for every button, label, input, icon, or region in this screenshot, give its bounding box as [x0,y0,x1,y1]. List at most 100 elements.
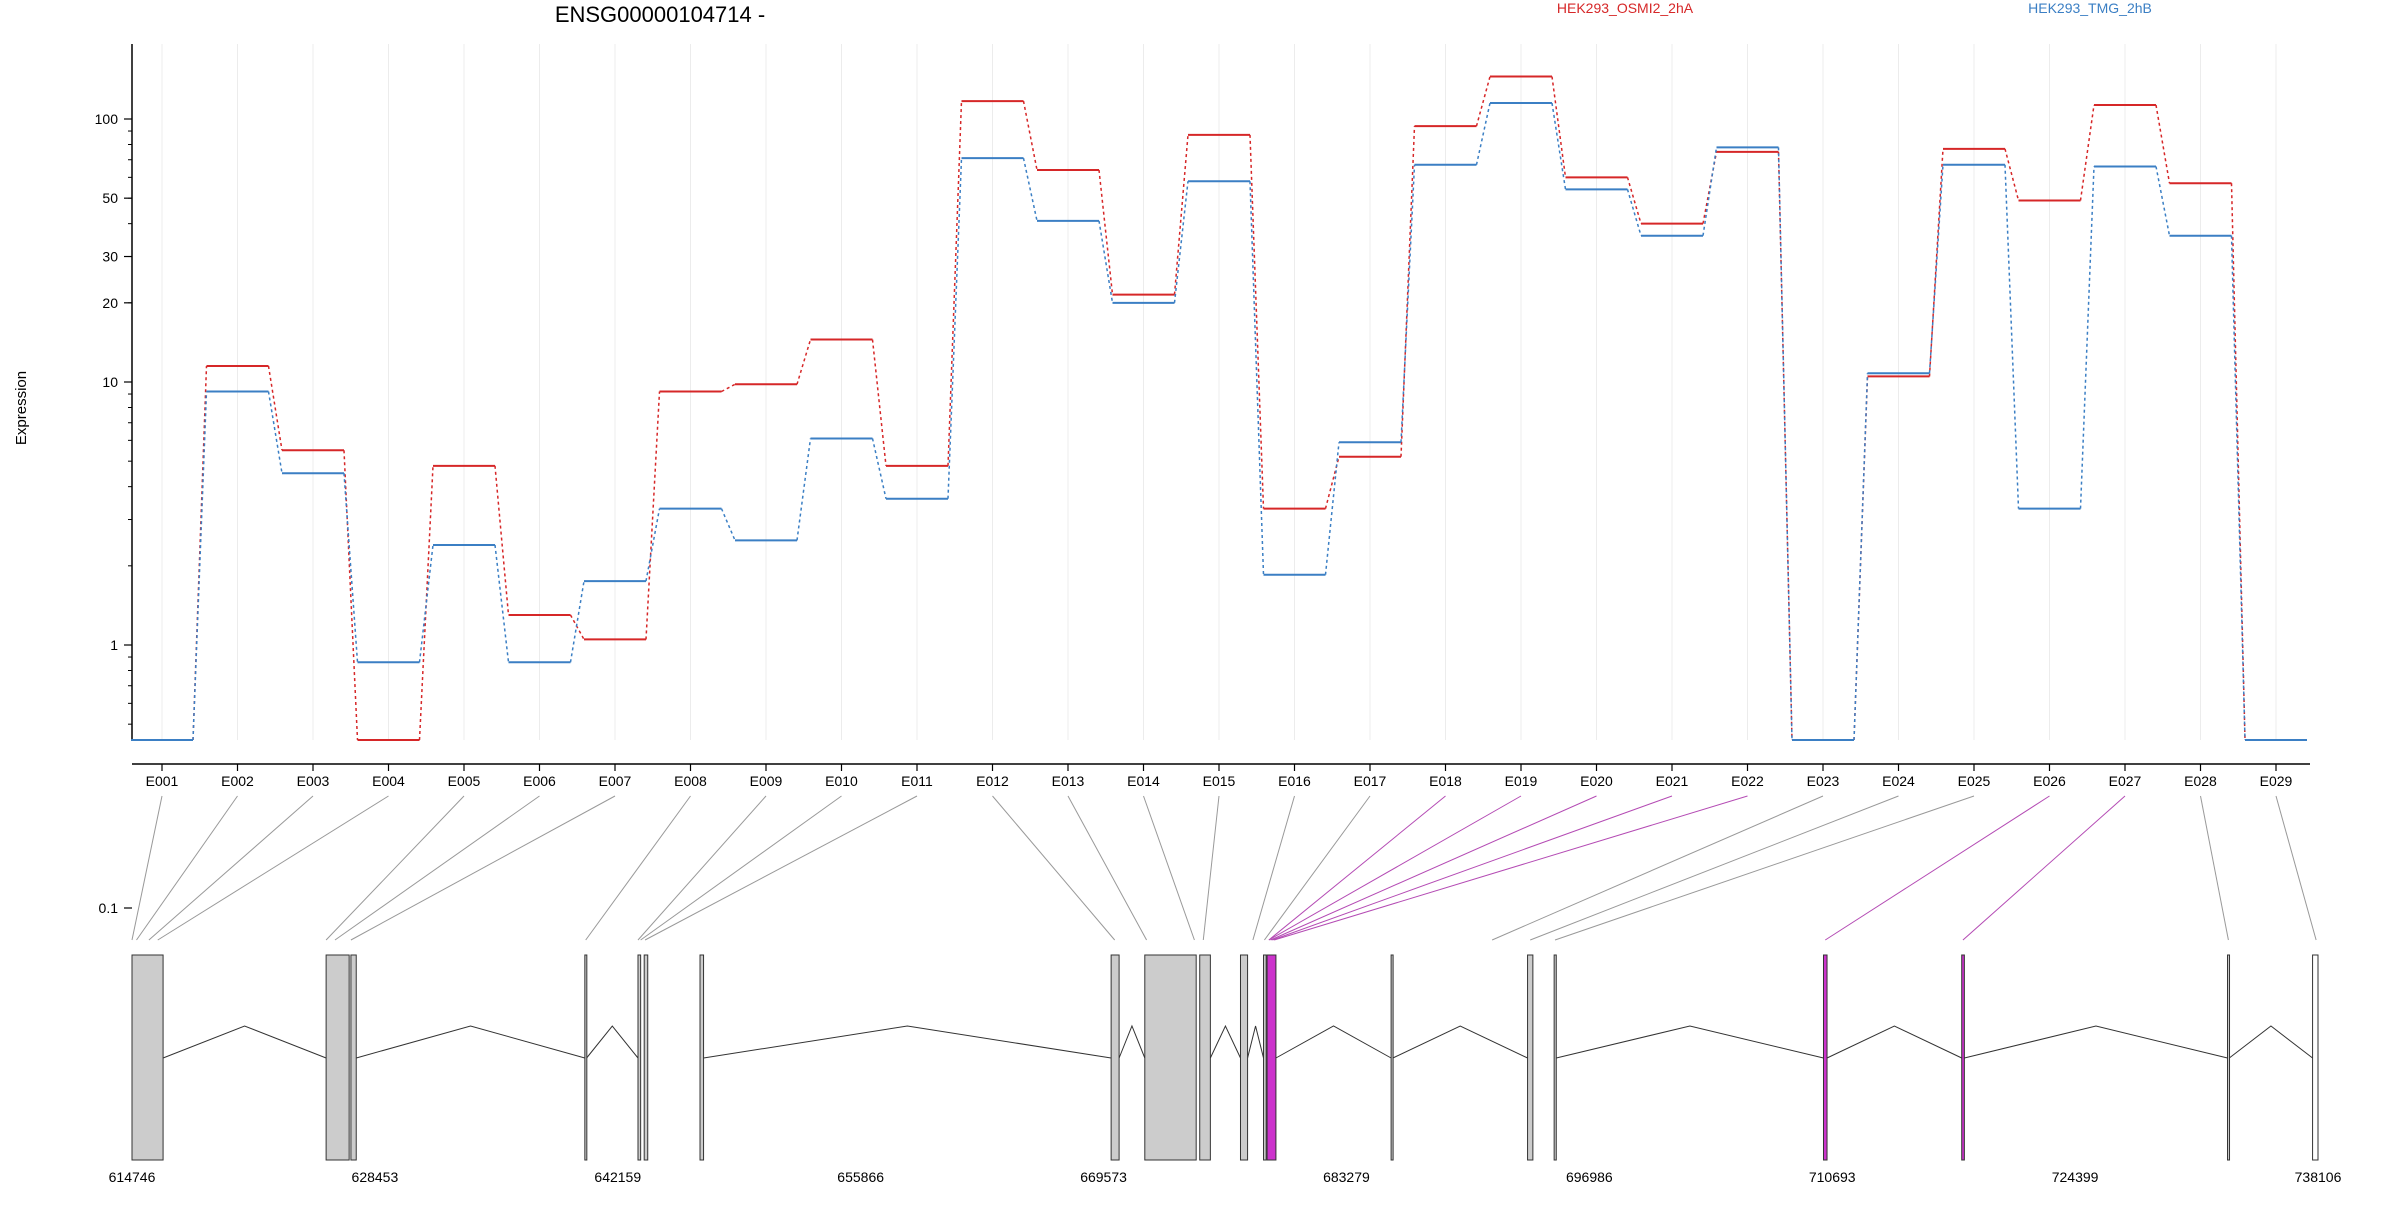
exon-connector [796,438,812,541]
exon-link-line [1143,795,1195,941]
x-tick-label: E007 [599,773,632,789]
x-tick-label: E017 [1354,773,1387,789]
genomic-tick-label: 655866 [837,1169,884,1185]
exon-connector [1702,147,1718,236]
exon-connector [2230,235,2246,741]
y-tick-label: 1 [110,637,118,653]
intron-chevron [1118,1024,1146,1059]
highlighted-exon-block [1822,954,1828,1161]
exon-block [643,954,649,1161]
exon-link-line [2200,795,2229,941]
x-tick-label: E028 [2184,773,2217,789]
exon-connector [267,365,283,451]
exon-link-line [644,795,918,941]
genomic-tick-label: 724399 [2052,1169,2099,1185]
x-tick-label: E018 [1429,773,1462,789]
intron-chevron [1247,1025,1265,1059]
exon-connector [418,465,434,741]
exon-connector [1098,220,1114,303]
x-tick-label: E012 [976,773,1009,789]
genomic-tick-label: 696986 [1566,1169,1613,1185]
intron-chevron [1556,1025,1824,1059]
genomic-tick-label: 628453 [352,1169,399,1185]
x-tick-label: E023 [1807,773,1840,789]
exon-link-line [1530,795,1899,941]
exon-connector [796,339,812,385]
x-tick-label: E022 [1731,773,1764,789]
genomic-tick-label: 683279 [1323,1169,1370,1185]
x-tick-label: E014 [1127,773,1160,789]
intron-chevron [1209,1024,1241,1059]
intron-chevron [162,1025,327,1059]
exon-connector [1475,102,1491,165]
exon-connector [2230,183,2246,741]
exon-connector [1173,181,1189,303]
grid-lines [161,44,2277,740]
exon-block [1553,954,1557,1161]
exon-connector [1400,164,1416,443]
exon-block [2312,954,2319,1161]
exon-connector [947,101,963,466]
x-tick-label: E004 [372,773,405,789]
x-tick-label: E016 [1278,773,1311,789]
x-tick-label: E010 [825,773,858,789]
exon-connector [1928,148,1944,377]
intron-chevron [586,1025,639,1059]
exon-block [350,954,357,1161]
exon-connector [1022,157,1038,221]
x-tick-label: E029 [2260,773,2293,789]
exon-link-line [325,795,465,941]
exon-connector [645,508,661,582]
exon-block [584,954,588,1161]
exon-connector [569,614,585,640]
exon-block [1144,954,1197,1161]
exon-connector [1400,126,1416,457]
y-tick-label: 10 [102,374,118,390]
exon-connector [267,391,283,474]
intron-chevron [356,1025,585,1059]
series-osmi2 [131,75,2307,741]
exon-block [699,954,705,1161]
exon-block [325,954,350,1161]
exon-link-line [640,795,842,941]
exon-link-line [157,795,389,941]
exon-connector [569,580,585,663]
x-tick-label: E019 [1505,773,1538,789]
exon-block [1527,954,1534,1161]
exon-block [1390,954,1394,1161]
x-tick-label: E001 [146,773,179,789]
exon-connector [1475,76,1491,127]
exon-block [1110,954,1120,1161]
exon-link-line [992,795,1116,941]
exon-connector [1551,102,1567,190]
exon-connector [494,544,510,663]
exon-connector [1098,169,1114,295]
exon-connector [1626,189,1642,236]
exon-link-line [334,795,540,941]
x-tick-label: E026 [2033,773,2066,789]
exon-connector [720,508,736,541]
exon-connector [2004,164,2020,509]
y-axis-label: Expression [13,371,30,445]
x-tick-label: E025 [1958,773,1991,789]
exon-link-line [1824,795,2050,941]
x-tick-label: E005 [448,773,481,789]
gene-model-track: 614746 628453 642159 655866 669573 683279 6969… [109,954,2342,1185]
exon-link-line [350,795,616,941]
x-tick-label: E021 [1656,773,1689,789]
exon-connector [1249,181,1265,575]
exon-connector [1173,134,1189,295]
y-tick-label: 20 [102,295,118,311]
highlighted-exon-block [1266,954,1277,1161]
exon-link-line [1252,795,1295,941]
exon-connector-lines [131,795,2317,941]
exon-link-line [2275,795,2317,941]
exon-block [1263,954,1267,1161]
intron-chevron [1826,1025,1962,1059]
exon-link-line [637,795,767,941]
x-tick-label: E020 [1580,773,1613,789]
exon-link-line [131,795,163,941]
x-tick-label: E006 [523,773,556,789]
exon-block [131,954,164,1161]
exon-link-line [136,795,238,941]
